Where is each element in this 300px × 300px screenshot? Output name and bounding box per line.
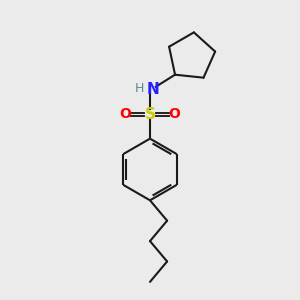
Text: H: H [135,82,144,95]
Text: O: O [120,107,132,121]
Text: N: N [147,82,160,98]
Text: O: O [168,107,180,121]
Text: S: S [145,107,155,122]
